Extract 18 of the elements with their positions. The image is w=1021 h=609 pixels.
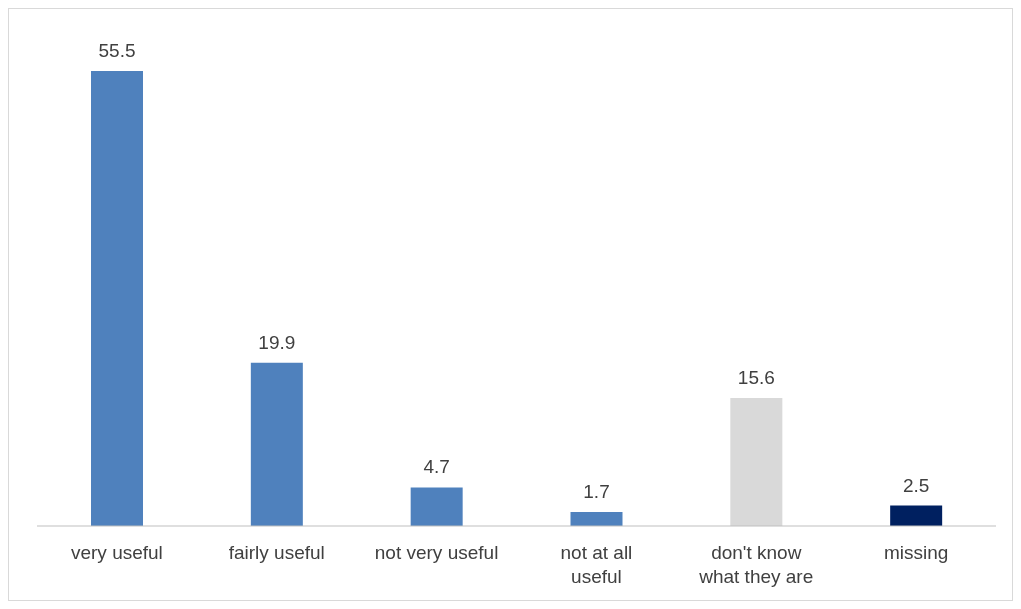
data-label: 19.9 [258, 331, 296, 353]
data-label: 1.7 [583, 481, 610, 503]
x-tick-label: not very useful [374, 542, 499, 564]
bar [570, 512, 623, 526]
data-label: 15.6 [737, 367, 775, 389]
x-tick-label: not at all useful [560, 542, 633, 587]
bar [730, 398, 783, 526]
x-tick-label: fairly useful [228, 542, 325, 564]
bar [410, 487, 463, 526]
data-label: 4.7 [423, 456, 450, 478]
x-tick-label: very useful [70, 542, 163, 564]
data-label: 55.5 [98, 40, 136, 61]
bar [250, 362, 303, 526]
bar [91, 71, 143, 526]
data-label: 2.5 [902, 474, 930, 496]
x-tick-label: missing [883, 542, 949, 564]
bar [890, 505, 943, 526]
x-tick-label: don't know what they are [698, 542, 814, 587]
